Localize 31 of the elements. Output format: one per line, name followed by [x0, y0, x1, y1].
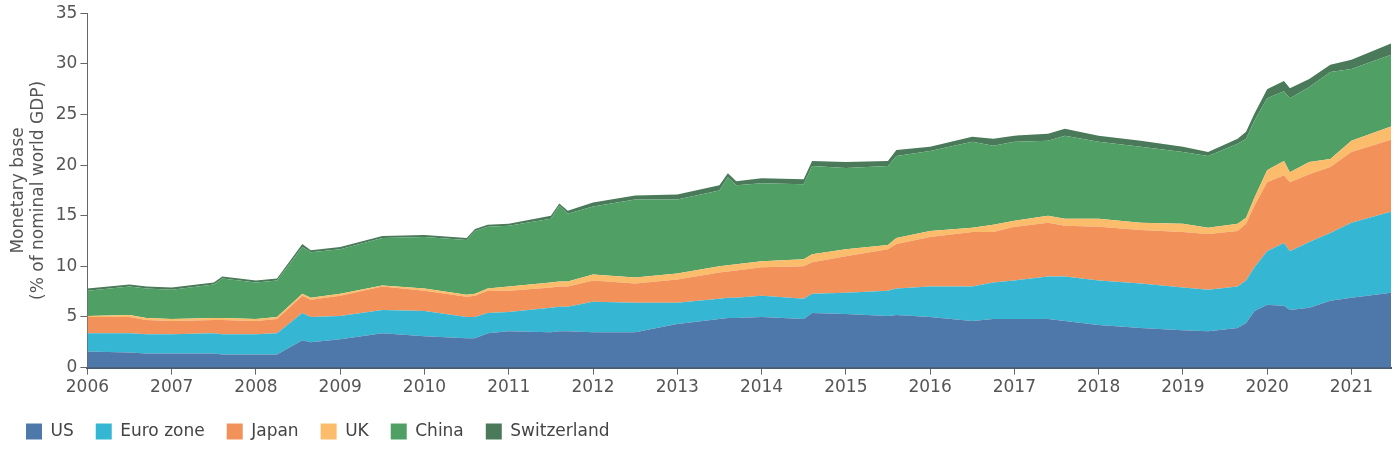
- x-tick-label: 2018: [1076, 376, 1121, 397]
- x-tick-label: 2007: [150, 376, 194, 397]
- legend-label: Euro zone: [120, 419, 205, 440]
- x-tick-label: 2015: [824, 376, 868, 397]
- y-tick-label: 30: [55, 52, 78, 73]
- y-tick-label: 20: [55, 153, 78, 174]
- legend-label: Japan: [250, 419, 299, 440]
- x-tick-label: 2019: [1161, 376, 1205, 397]
- x-tick-label: 2012: [571, 376, 615, 397]
- x-tick-label: 2017: [992, 376, 1036, 397]
- x-tick-label: 2008: [234, 376, 278, 397]
- legend-label: UK: [345, 419, 370, 440]
- x-tick-label: 2020: [1245, 376, 1289, 397]
- y-tick-label: 0: [66, 356, 78, 377]
- x-tick-label: 2016: [908, 376, 952, 397]
- x-tick-label: 2013: [655, 376, 699, 397]
- y-axis-title: Monetary base (% of nominal world GDP): [6, 80, 48, 300]
- x-tick-label: 2010: [402, 376, 447, 397]
- legend-label: China: [415, 419, 464, 440]
- x-tick-label: 2014: [739, 376, 784, 397]
- legend-label: Switzerland: [510, 419, 610, 440]
- x-tick-label: 2006: [65, 376, 110, 397]
- x-tick-label: 2011: [487, 376, 531, 397]
- y-tick-label: 35: [55, 1, 78, 22]
- y-tick-label: 15: [55, 204, 78, 225]
- y-tick-label: 25: [55, 102, 78, 123]
- y-tick-label: 5: [66, 305, 78, 326]
- legend-label: US: [50, 419, 74, 440]
- x-tick-label: 2021: [1329, 376, 1374, 397]
- x-tick-label: 2009: [318, 376, 362, 397]
- y-tick-label: 10: [55, 254, 78, 275]
